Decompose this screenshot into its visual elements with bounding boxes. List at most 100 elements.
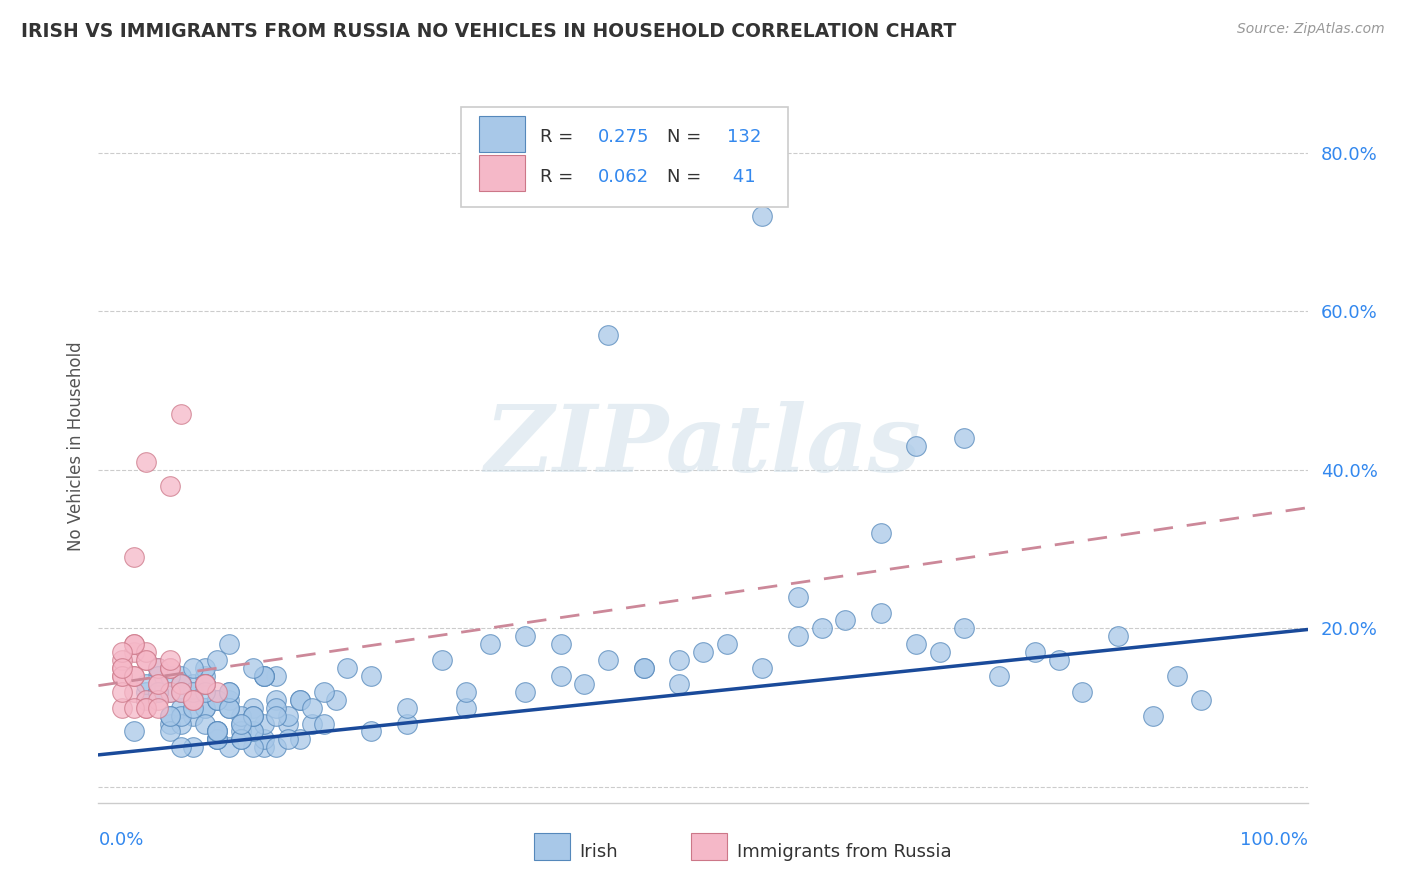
Point <box>170 669 193 683</box>
Point <box>301 700 323 714</box>
Point <box>633 661 655 675</box>
Point <box>218 685 240 699</box>
Point <box>242 724 264 739</box>
Point <box>205 732 228 747</box>
Text: 0.0%: 0.0% <box>98 831 143 849</box>
Point <box>135 653 157 667</box>
Point <box>229 716 252 731</box>
Point <box>336 661 359 675</box>
Point <box>264 708 287 723</box>
Point <box>194 677 217 691</box>
Point <box>786 629 808 643</box>
Point <box>834 614 856 628</box>
Point <box>288 732 311 747</box>
Point <box>111 653 134 667</box>
Point <box>312 685 335 699</box>
Point <box>810 621 832 635</box>
Point <box>242 661 264 675</box>
Point <box>288 692 311 706</box>
Point <box>122 637 145 651</box>
Point <box>242 740 264 755</box>
Point <box>242 708 264 723</box>
Point <box>194 677 217 691</box>
Point <box>181 692 204 706</box>
Point <box>277 732 299 747</box>
Y-axis label: No Vehicles in Household: No Vehicles in Household <box>66 341 84 551</box>
Point <box>1071 685 1094 699</box>
Text: 0.275: 0.275 <box>598 128 650 146</box>
Point <box>325 692 347 706</box>
Point <box>111 700 134 714</box>
Text: N =: N = <box>666 128 702 146</box>
Point <box>170 677 193 691</box>
Point <box>1166 669 1188 683</box>
Point <box>122 685 145 699</box>
Point <box>146 661 169 675</box>
Point <box>395 716 418 731</box>
Point <box>194 677 217 691</box>
Point <box>869 606 891 620</box>
Point <box>181 661 204 675</box>
Point <box>159 685 181 699</box>
Point <box>111 645 134 659</box>
Point <box>395 700 418 714</box>
Point <box>751 209 773 223</box>
Text: 0.062: 0.062 <box>598 168 650 186</box>
Point <box>205 724 228 739</box>
Point <box>1189 692 1212 706</box>
Point <box>952 431 974 445</box>
Point <box>574 677 596 691</box>
Point <box>181 677 204 691</box>
Point <box>159 685 181 699</box>
Point <box>242 724 264 739</box>
Point <box>253 669 276 683</box>
Point <box>633 661 655 675</box>
Point <box>181 700 204 714</box>
Point <box>170 700 193 714</box>
Point <box>122 669 145 683</box>
Point <box>205 724 228 739</box>
Point <box>205 692 228 706</box>
Point <box>253 669 276 683</box>
Point <box>312 716 335 731</box>
Point <box>194 661 217 675</box>
Point <box>1047 653 1070 667</box>
Text: R =: R = <box>540 128 574 146</box>
Point <box>159 653 181 667</box>
Point <box>146 700 169 714</box>
Text: Irish: Irish <box>579 844 619 862</box>
Point <box>218 700 240 714</box>
Point <box>146 685 169 699</box>
Point <box>751 661 773 675</box>
Point <box>205 724 228 739</box>
Point <box>111 661 134 675</box>
Point <box>159 661 181 675</box>
Point <box>159 478 181 492</box>
Point <box>159 724 181 739</box>
FancyBboxPatch shape <box>479 116 526 152</box>
Point <box>229 732 252 747</box>
Point <box>194 700 217 714</box>
Point <box>1024 645 1046 659</box>
Point <box>146 685 169 699</box>
Point <box>277 708 299 723</box>
Point <box>111 685 134 699</box>
Point <box>194 677 217 691</box>
Point <box>146 677 169 691</box>
Point <box>122 549 145 564</box>
FancyBboxPatch shape <box>479 155 526 191</box>
Point <box>550 669 572 683</box>
Point <box>170 677 193 691</box>
Text: IRISH VS IMMIGRANTS FROM RUSSIA NO VEHICLES IN HOUSEHOLD CORRELATION CHART: IRISH VS IMMIGRANTS FROM RUSSIA NO VEHIC… <box>21 22 956 41</box>
Point <box>264 740 287 755</box>
Point <box>170 685 193 699</box>
Point <box>454 685 477 699</box>
Point <box>288 692 311 706</box>
FancyBboxPatch shape <box>690 833 727 860</box>
Point <box>229 716 252 731</box>
Point <box>146 669 169 683</box>
Point <box>159 708 181 723</box>
Point <box>952 621 974 635</box>
Point <box>170 716 193 731</box>
Point <box>205 692 228 706</box>
